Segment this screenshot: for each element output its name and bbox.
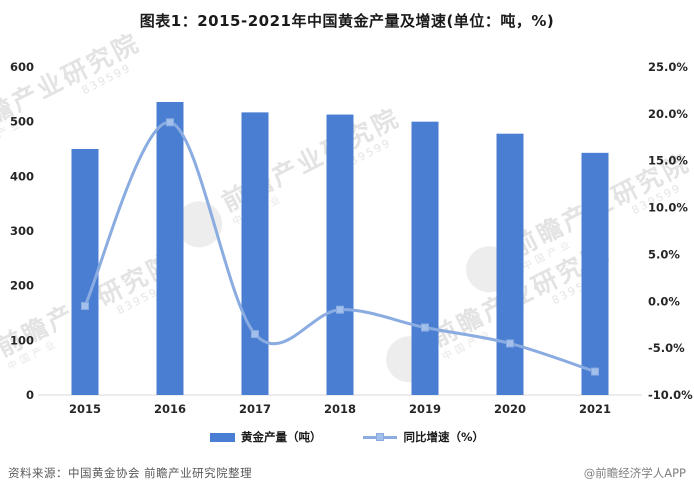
x-axis-category-label: 2019 <box>409 402 441 416</box>
source-note: 资料来源：中国黄金协会 前瞻产业研究院整理 <box>8 466 253 480</box>
left-axis-tick-label: 500 <box>10 115 34 129</box>
bar-2021 <box>581 152 609 395</box>
x-axis-category-label: 2020 <box>494 402 526 416</box>
legend-label-gold-production: 黄金产量（吨） <box>240 430 322 444</box>
right-axis-tick-label: -5.0% <box>648 341 685 355</box>
growth-marker-2021 <box>591 367 599 376</box>
left-axis-tick-label: 300 <box>10 224 34 238</box>
bar-2018 <box>326 114 354 395</box>
growth-marker-2017 <box>251 330 259 339</box>
right-axis-tick-label: 15.0% <box>648 154 688 168</box>
legend-line-marker-icon <box>376 432 385 441</box>
growth-line <box>83 120 597 374</box>
chart-title: 图表1：2015-2021年中国黄金产量及增速(单位：吨，%) <box>139 12 555 30</box>
x-axis-category-label: 2016 <box>154 402 186 416</box>
left-axis-tick-label: 400 <box>10 169 34 183</box>
x-axis-category-label: 2015 <box>69 402 101 416</box>
right-axis-tick-label: -10.0% <box>648 388 693 402</box>
brand-credit: @前瞻经济学人APP <box>583 466 686 480</box>
legend-line-swatch <box>363 432 398 441</box>
legend-item-gold-production: 黄金产量（吨） <box>209 429 322 445</box>
chart-footer: 资料来源：中国黄金协会 前瞻产业研究院整理 @前瞻经济学人APP <box>0 465 694 481</box>
growth-marker-2016 <box>166 118 174 127</box>
left-axis-tick-label: 600 <box>10 60 34 74</box>
legend-label-yoy-growth: 同比增速（%） <box>403 430 485 444</box>
bar-2017 <box>241 112 269 395</box>
right-axis-tick-label: 25.0% <box>648 60 688 74</box>
left-axis-tick-label: 0 <box>26 388 34 402</box>
growth-marker-2015 <box>81 301 89 310</box>
x-axis-category-label: 2018 <box>324 402 356 416</box>
bar-2016 <box>156 101 184 395</box>
growth-marker-2018 <box>336 305 344 314</box>
right-axis-tick-label: 5.0% <box>648 247 680 261</box>
chart-legend: 黄金产量（吨） 同比增速（%） <box>0 429 694 445</box>
left-axis-tick-label: 200 <box>10 279 34 293</box>
left-axis-tick-label: 100 <box>10 333 34 347</box>
right-axis-tick-label: 0.0% <box>648 294 680 308</box>
growth-marker-2019 <box>421 323 429 332</box>
right-axis-tick-label: 10.0% <box>648 201 688 215</box>
right-axis-tick-label: 20.0% <box>648 107 688 121</box>
growth-marker-2020 <box>506 339 514 348</box>
chart-plot-area: 0 100 200 300 400 500 600 -10.0% -5.0% 0.0% 5.0% 10… <box>10 60 693 416</box>
x-axis-category-label: 2021 <box>579 402 611 416</box>
bar-2020 <box>496 133 524 395</box>
legend-bar-swatch <box>209 432 235 442</box>
x-axis-category-label: 2017 <box>239 402 271 416</box>
bar-2015 <box>71 149 99 395</box>
bar-2019 <box>411 121 439 396</box>
legend-item-yoy-growth: 同比增速（%） <box>363 429 484 445</box>
